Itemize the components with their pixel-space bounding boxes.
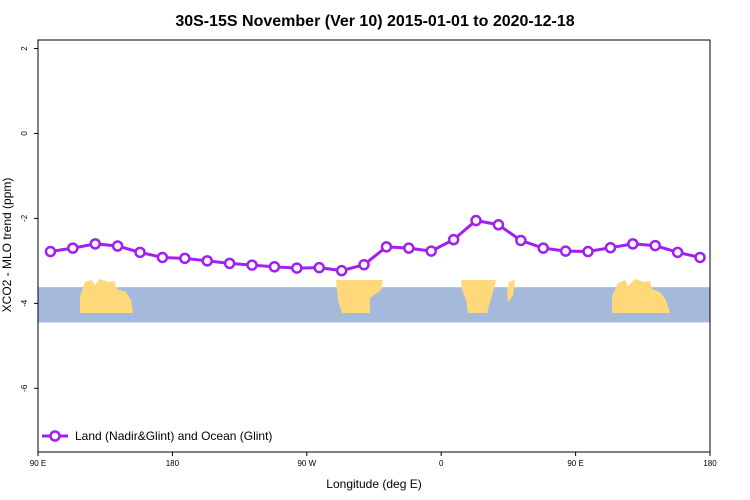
x-tick-label: 0 [439,459,444,468]
data-point [380,241,393,253]
data-point [671,246,684,259]
data-point [604,241,617,254]
data-point [313,261,325,274]
data-point [156,251,169,264]
data-point [627,238,639,250]
y-axis: -6 -4 -2 0 2 [20,40,39,452]
series-group [44,214,706,277]
data-point [694,251,706,264]
y-axis-label: XCO2 - MLO trend (ppm) [0,178,14,313]
data-point [291,262,303,274]
land-australia-right [612,279,670,313]
data-point [582,245,594,258]
y-tick-label: 2 [20,46,29,51]
data-point [403,242,415,254]
y-tick-label: -4 [20,299,29,307]
data-point [201,255,213,267]
data-point [89,238,101,250]
data-point [335,264,348,277]
data-point [268,261,281,273]
legend-marker [49,430,61,442]
legend-label: Land (Nadir&Glint) and Ocean (Glint) [75,429,272,443]
legend: Land (Nadir&Glint) and Ocean (Glint) [42,429,272,443]
data-point [179,252,191,265]
data-point [515,234,527,247]
x-tick-label: 90 E [567,459,583,468]
map-strip [38,279,710,323]
data-point [44,245,57,258]
y-tick-label: -2 [20,214,29,222]
data-point [537,242,549,254]
land-australia [80,279,133,313]
data-point [223,257,236,270]
y-tick-label: -6 [20,384,29,392]
data-point [111,240,124,252]
data-point [447,233,460,246]
data-point [649,239,661,252]
x-axis: 90 E 180 90 W 0 90 E 180 [30,452,717,468]
data-point [470,214,482,227]
land-south-america [336,280,383,313]
chart-title: 30S-15S November (Ver 10) 2015-01-01 to … [175,13,574,30]
land-madagascar [507,280,515,302]
x-tick-label: 90 E [30,459,46,468]
x-tick-label: 180 [166,459,180,468]
data-point [246,259,258,271]
x-axis-label: Longitude (deg E) [326,477,421,491]
data-point [559,245,572,257]
y-tick-label: 0 [20,131,29,136]
x-tick-label: 90 W [297,459,316,468]
data-point [358,258,370,271]
data-point [425,245,437,257]
data-point [134,246,146,259]
data-point [492,219,505,231]
x-tick-label: 180 [703,459,717,468]
land-africa [461,280,496,313]
data-point [67,242,79,254]
land-shapes [80,279,670,313]
